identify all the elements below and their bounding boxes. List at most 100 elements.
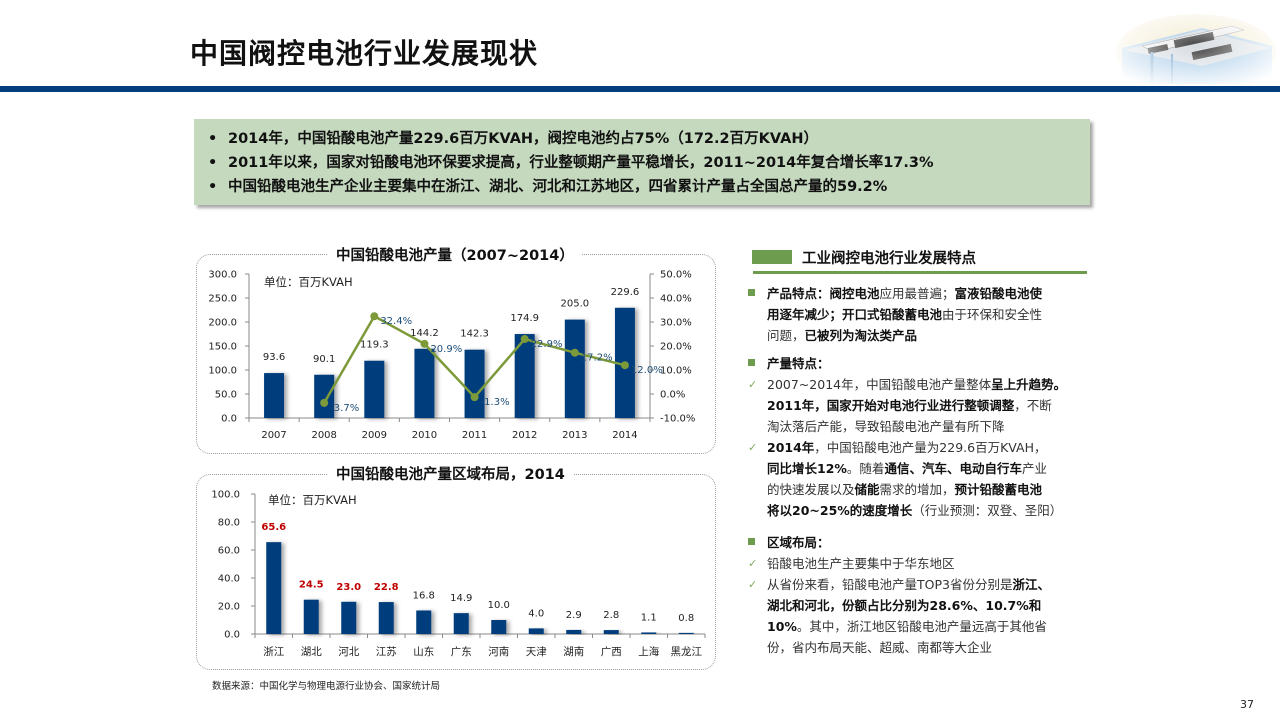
y-tick-label: 250.0 <box>208 294 237 305</box>
y-tick-label: 0.0 <box>224 630 240 641</box>
bar-value-label: 0.8 <box>678 613 694 624</box>
unit-label: 单位：百万KVAH <box>268 493 357 507</box>
growth-label: 20.9% <box>430 344 462 355</box>
features-heading-text: 工业阀控电池行业发展特点 <box>802 251 976 267</box>
bar-value-label: 16.8 <box>413 590 435 601</box>
feature-line: 同比增长12%。随着通信、汽车、电动自行车产业 <box>748 458 1093 479</box>
body-text: 需求的增加， <box>879 482 955 497</box>
x-tick-label: 广西 <box>601 646 622 658</box>
bar-value-label: 174.9 <box>510 313 539 324</box>
summary-bullet: • 2011年以来，国家对铅酸电池环保要求提高，行业整顿期产量平稳增长，2011~… <box>208 151 1090 175</box>
y2-tick-label: 40.0% <box>660 294 692 305</box>
feature-line: 湖北和河北，份额占比分别为28.6%、10.7%和 <box>748 595 1093 616</box>
check-icon: ✓ <box>748 557 758 570</box>
feature-section: 产品特点：阀控电池应用最普遍；富液铅酸电池使 用逐年减少；开口式铅酸蓄电池由于环保… <box>748 283 1093 346</box>
emphasis-text: 用逐年减少；开口式铅酸蓄电池 <box>767 307 943 322</box>
heading-accent-bar <box>752 250 792 264</box>
check-icon: ✓ <box>748 378 758 391</box>
bullet-icon: • <box>208 179 218 195</box>
growth-label: 17.2% <box>581 353 613 364</box>
y-tick-label: 100.0 <box>208 366 237 377</box>
bar-value-label: 1.1 <box>641 612 657 623</box>
bar-value-label: 23.0 <box>336 582 361 593</box>
y-tick-label: 60.0 <box>218 546 240 557</box>
feature-line: ✓ 铅酸电池生产主要集中于华东地区 <box>748 553 1093 574</box>
feature-section-title: 区域布局： <box>748 532 1093 553</box>
y2-tick-label: -10.0% <box>660 414 695 425</box>
header-divider <box>0 86 1280 92</box>
y-tick-label: 200.0 <box>208 318 237 329</box>
growth-point <box>370 312 379 321</box>
x-tick-label: 河南 <box>488 645 509 658</box>
feature-line: 2011年，国家开始对电池行业进行整顿调整，不断 <box>748 395 1093 416</box>
bar <box>341 601 357 634</box>
growth-label: 32.4% <box>380 316 412 327</box>
regional-chart-title: 中国铅酸电池产量区域布局，2014 <box>328 463 573 484</box>
bar <box>641 632 657 634</box>
emphasis-text: 2011年，国家开始对电池行业进行整顿调整 <box>767 398 1015 413</box>
x-tick-label: 山东 <box>413 645 434 658</box>
bar <box>453 613 469 634</box>
bar <box>414 348 435 418</box>
page-title: 中国阀控电池行业发展现状 <box>190 37 539 70</box>
summary-box: • 2014年，中国铅酸电池产量229.6百万KVAH，阀控电池约占75%（172… <box>194 119 1090 205</box>
bar-value-label: 14.9 <box>450 593 472 604</box>
bar <box>678 632 694 634</box>
body-text: ，不断 <box>1014 398 1052 413</box>
body-text: 应用最普遍； <box>879 286 955 301</box>
x-tick-label: 2014 <box>612 430 637 441</box>
x-tick-label: 河北 <box>338 646 359 658</box>
check-icon: ✓ <box>748 441 758 454</box>
page-number: 37 <box>1240 698 1254 711</box>
x-tick-label: 2010 <box>412 430 437 441</box>
emphasis-text: 同比增长12% <box>767 461 847 476</box>
body-text: 2007~2014年，中国铅酸电池产量整体 <box>767 377 992 392</box>
body-text: 产业 <box>1021 461 1047 476</box>
bar <box>514 334 535 418</box>
emphasis-text: 2014年 <box>767 440 815 455</box>
square-bullet-icon <box>748 359 755 366</box>
y-tick-label: 20.0 <box>218 602 240 613</box>
body-text: 铅酸电池生产主要集中于华东地区 <box>767 556 955 571</box>
square-bullet-icon <box>748 289 755 296</box>
emphasis-text: 富液铅酸电池使 <box>954 286 1043 301</box>
growth-label: -3.7% <box>330 403 359 414</box>
growth-point <box>620 361 629 370</box>
feature-line: 份，省内布局天能、超威、南都等大企业 <box>748 637 1093 658</box>
growth-label: -1.3% <box>481 397 510 408</box>
x-tick-label: 浙江 <box>263 646 284 658</box>
bar-value-label: 142.3 <box>460 329 489 340</box>
bar-value-label: 144.2 <box>410 328 439 339</box>
growth-point <box>320 398 329 407</box>
feature-line: ✓ 从省份来看，铅酸电池产量TOP3省份分别是浙江、 <box>748 574 1093 595</box>
y2-tick-label: 20.0% <box>660 342 692 353</box>
feature-line: 淘汰落后产能，导致铅酸电池产量有所下降 <box>748 416 1093 437</box>
x-tick-label: 广东 <box>451 645 472 658</box>
bar <box>264 373 285 418</box>
feature-section-title: 产量特点： <box>748 353 1093 374</box>
section-title-text: 产品特点： <box>767 286 830 301</box>
x-tick-label: 湖北 <box>301 646 322 658</box>
body-text: 的快速发展以及 <box>767 482 855 497</box>
bar-value-label: 119.3 <box>360 340 389 351</box>
body-text: （行业预测：双登、圣阳） <box>912 503 1063 518</box>
bar-value-label: 4.0 <box>528 608 544 619</box>
emphasis-text: 阀控电池 <box>829 286 880 301</box>
body-text: ，中国铅酸电池产量为229.6百万KVAH， <box>814 440 1047 455</box>
bar <box>266 542 282 634</box>
battery-illustration <box>1112 8 1280 90</box>
emphasis-text: 预计铅酸蓄电池 <box>954 482 1043 497</box>
bar-value-label: 90.1 <box>313 354 335 365</box>
y-tick-label: 150.0 <box>208 342 237 353</box>
bullet-icon: • <box>208 155 218 171</box>
bar-value-label: 205.0 <box>560 299 589 310</box>
body-text: 由于环保和安全性 <box>942 307 1043 322</box>
x-tick-label: 2013 <box>562 430 587 441</box>
feature-line: 将以20~25%的速度增长（行业预测：双登、圣阳） <box>748 500 1093 521</box>
body-text: 。其中，浙江地区铅酸电池产量远高于其他省 <box>796 619 1047 634</box>
y-tick-label: 0.0 <box>221 414 237 425</box>
body-text: 从省份来看，铅酸电池产量TOP3省份分别是 <box>767 577 1013 592</box>
x-tick-label: 2008 <box>311 430 336 441</box>
feature-section: 区域布局： ✓ 铅酸电池生产主要集中于华东地区 ✓ 从省份来看，铅酸电池产量TOP3省份… <box>748 532 1093 658</box>
bar <box>416 610 432 634</box>
